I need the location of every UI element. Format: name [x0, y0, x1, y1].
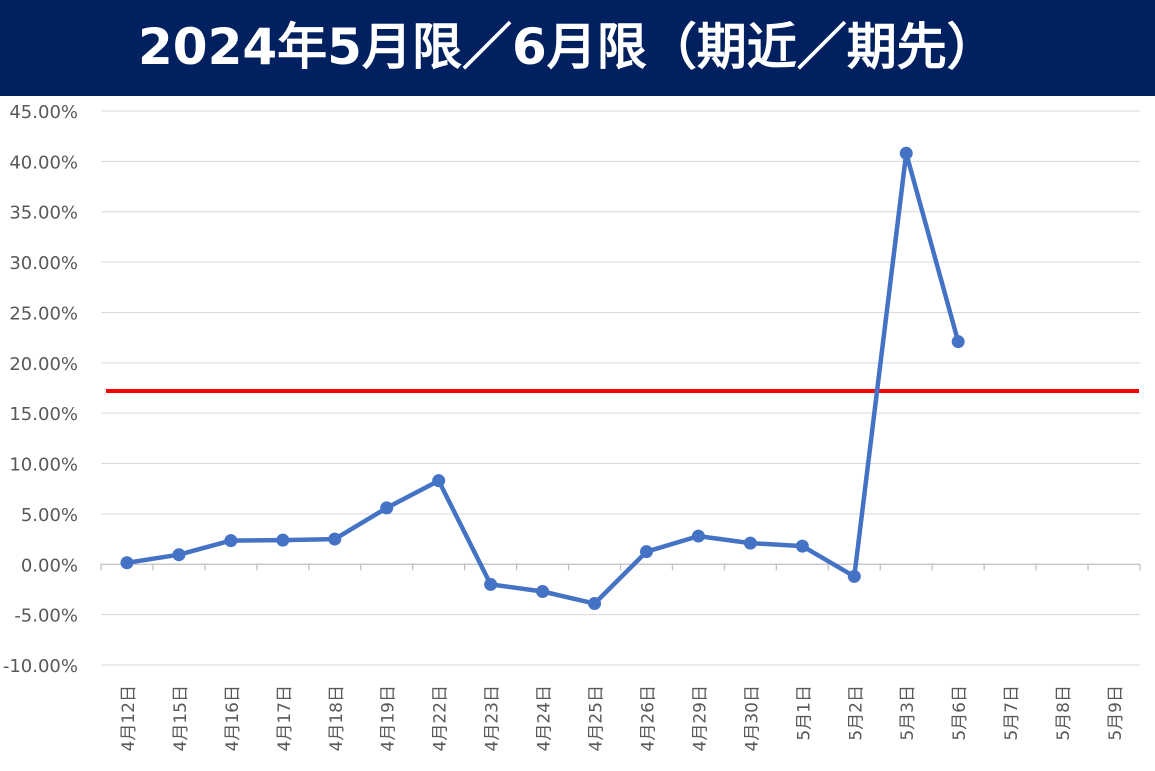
data-point: [795, 539, 809, 553]
data-point: [432, 474, 446, 488]
x-tick-label: 4月15日: [171, 685, 191, 751]
x-tick-label: 5月3日: [898, 685, 918, 741]
y-tick-label: 25.00%: [9, 303, 78, 324]
x-tick-label: 4月19日: [379, 685, 399, 751]
y-tick-label: 40.00%: [9, 152, 78, 173]
x-tick-label: 4月25日: [587, 685, 607, 751]
data-point: [691, 529, 705, 543]
chart-title: 2024年5月限／6月限（期近／期先）: [138, 18, 997, 76]
data-point: [847, 569, 861, 583]
x-tick-label: 5月7日: [1002, 685, 1022, 741]
x-tick-label: 4月30日: [742, 685, 762, 751]
x-axis: [100, 563, 1141, 571]
series-layer: [120, 146, 965, 611]
data-point: [380, 501, 394, 515]
x-tick-label: 4月24日: [535, 685, 555, 751]
x-tick-label: 5月8日: [1054, 685, 1074, 741]
y-tick-label: 45.00%: [9, 102, 78, 123]
data-point: [484, 577, 498, 591]
title-bar: 2024年5月限／6月限（期近／期先）: [0, 0, 1155, 96]
x-tick-label: 5月1日: [794, 685, 814, 741]
y-tick-label: 5.00%: [21, 505, 78, 526]
y-tick-label: 30.00%: [9, 253, 78, 274]
x-tick-label: 5月9日: [1106, 685, 1126, 741]
x-tick-label: 4月17日: [275, 685, 295, 751]
x-tick-label: 4月12日: [119, 685, 139, 751]
data-point: [951, 335, 965, 349]
data-point: [224, 534, 238, 548]
series-line: [124, 151, 961, 606]
x-tick-label: 4月22日: [431, 685, 451, 751]
data-point: [120, 556, 134, 570]
y-tick-label: -10.00%: [3, 656, 78, 677]
y-tick-label: 15.00%: [9, 404, 78, 425]
data-point: [276, 533, 290, 547]
data-point: [536, 584, 550, 598]
data-point: [743, 536, 757, 550]
x-tick-label: 4月23日: [483, 685, 503, 751]
data-point: [588, 597, 602, 611]
y-axis-tick-labels: -10.00% -5.00% 0.00% 5.00% 10.00% 15.00% 20.00…: [3, 102, 78, 677]
y-tick-label: 35.00%: [9, 203, 78, 224]
x-tick-label: 4月26日: [638, 685, 658, 751]
y-tick-label: -5.00%: [14, 606, 78, 627]
y-tick-label: 0.00%: [21, 555, 78, 576]
x-axis-tick-labels: 4月12日 4月15日 4月16日 4月17日 4月18日 4月19日 4月22日 4月23日…: [119, 685, 1126, 751]
x-tick-label: 5月2日: [846, 685, 866, 741]
y-tick-label: 20.00%: [9, 354, 78, 375]
data-point: [172, 548, 186, 562]
data-point: [899, 146, 913, 160]
x-tick-label: 4月29日: [690, 685, 710, 751]
x-tick-label: 5月6日: [950, 685, 970, 741]
data-point: [328, 532, 342, 546]
x-tick-label: 4月16日: [223, 685, 243, 751]
y-tick-label: 10.00%: [9, 455, 78, 476]
x-tick-label: 4月18日: [327, 685, 347, 751]
gridlines: [101, 110, 1140, 666]
data-point: [639, 545, 653, 559]
